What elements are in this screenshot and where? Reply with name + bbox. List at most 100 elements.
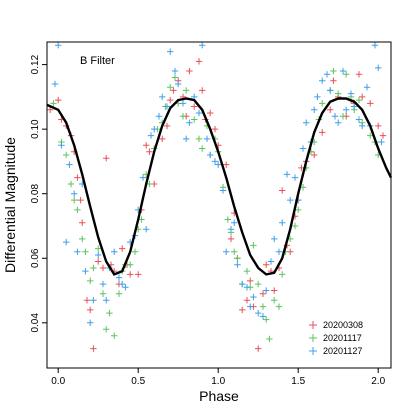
x-tick-label: 2.0 xyxy=(371,376,385,387)
y-axis: 0.04 0.06 0.08 0.10 0.12 xyxy=(30,54,47,333)
data-point xyxy=(263,316,270,323)
data-point xyxy=(95,251,102,259)
x-axis-title: Phase xyxy=(199,388,239,404)
data-point xyxy=(224,216,231,223)
data-point xyxy=(90,345,97,352)
data-point xyxy=(119,280,126,288)
data-point xyxy=(259,303,267,310)
data-point xyxy=(99,280,107,288)
data-point xyxy=(287,196,294,204)
data-point xyxy=(77,196,84,204)
data-point xyxy=(155,113,163,120)
data-point xyxy=(195,58,203,65)
data-point xyxy=(311,151,318,159)
x-tick-label: 1.5 xyxy=(291,376,305,387)
data-point xyxy=(330,77,337,84)
data-point xyxy=(50,100,57,107)
data-point xyxy=(323,71,331,78)
data-point xyxy=(171,67,179,75)
data-point xyxy=(359,93,366,101)
data-point xyxy=(311,106,318,113)
data-point xyxy=(199,87,206,94)
data-point xyxy=(255,280,262,288)
x-tick-label: 0.5 xyxy=(131,376,145,387)
data-point xyxy=(250,242,257,249)
data-point xyxy=(66,161,73,168)
data-point xyxy=(79,235,86,243)
data-point xyxy=(243,284,251,291)
data-point xyxy=(186,67,193,75)
data-point xyxy=(363,83,371,91)
data-point xyxy=(58,142,65,149)
data-point xyxy=(227,226,235,233)
data-point xyxy=(63,151,70,159)
series-20201127 xyxy=(51,42,385,327)
data-point xyxy=(267,258,275,265)
data-point xyxy=(271,287,278,294)
y-tick-label: 0.10 xyxy=(30,119,41,139)
data-point xyxy=(223,161,230,168)
x-tick-label: 0.0 xyxy=(51,376,65,387)
filter-annotation: B Filter xyxy=(80,55,115,67)
data-point xyxy=(243,267,251,275)
data-point xyxy=(195,109,203,117)
data-point xyxy=(339,67,347,75)
data-point xyxy=(378,138,385,146)
data-point xyxy=(119,245,126,252)
legend-entry: 20200308 xyxy=(309,320,363,330)
data-point xyxy=(82,267,89,275)
data-point xyxy=(319,100,326,107)
data-point xyxy=(199,145,206,152)
data-point xyxy=(355,71,363,78)
data-point xyxy=(355,116,363,123)
data-point xyxy=(127,261,134,268)
data-point xyxy=(170,87,177,94)
data-point xyxy=(163,122,171,130)
x-tick-label: 1.0 xyxy=(211,376,225,387)
data-point xyxy=(111,332,118,339)
data-point xyxy=(330,67,337,75)
data-point xyxy=(279,219,286,226)
data-point xyxy=(351,103,358,110)
data-point xyxy=(299,145,307,152)
data-point xyxy=(275,248,283,256)
data-point xyxy=(266,335,273,343)
data-point xyxy=(51,80,59,88)
series-20200308 xyxy=(47,58,387,352)
data-point xyxy=(347,90,355,97)
data-point xyxy=(359,122,366,130)
data-point xyxy=(275,303,283,310)
data-point xyxy=(295,206,302,214)
data-point xyxy=(199,42,206,49)
data-point xyxy=(74,174,81,181)
data-point xyxy=(143,142,150,149)
data-point xyxy=(71,196,78,204)
data-point xyxy=(234,261,241,268)
data-point xyxy=(159,135,166,143)
data-point xyxy=(63,238,70,246)
data-point xyxy=(314,93,321,101)
data-point xyxy=(223,248,230,256)
data-point xyxy=(183,135,190,143)
data-point xyxy=(79,219,86,226)
data-point xyxy=(279,271,286,278)
data-point xyxy=(227,235,235,243)
data-point xyxy=(327,106,334,113)
data-point xyxy=(171,74,179,81)
legend-entry: 20201127 xyxy=(309,346,362,356)
data-point xyxy=(167,83,174,91)
data-point xyxy=(319,77,326,84)
legend-entry: 20201117 xyxy=(309,333,362,343)
plot-area xyxy=(47,42,387,352)
y-tick-label: 0.12 xyxy=(30,54,41,74)
data-point xyxy=(207,151,214,159)
data-point xyxy=(151,125,158,133)
data-point xyxy=(239,306,246,314)
data-point xyxy=(74,206,81,214)
y-tick-label: 0.04 xyxy=(30,313,41,333)
data-point xyxy=(139,174,147,181)
data-point xyxy=(183,87,190,94)
legend-marker xyxy=(309,347,317,355)
data-point xyxy=(247,277,254,285)
data-point xyxy=(375,64,382,72)
